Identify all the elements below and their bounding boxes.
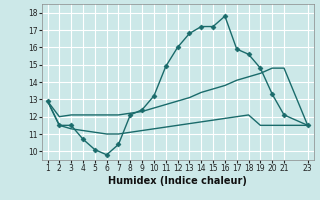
X-axis label: Humidex (Indice chaleur): Humidex (Indice chaleur): [108, 176, 247, 186]
